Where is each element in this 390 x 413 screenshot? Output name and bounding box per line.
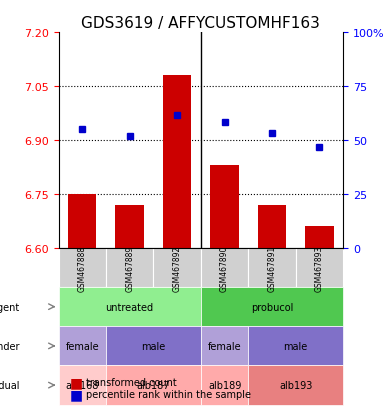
FancyBboxPatch shape	[58, 287, 201, 327]
Text: GSM467890: GSM467890	[220, 244, 229, 291]
FancyBboxPatch shape	[248, 327, 343, 366]
Text: male: male	[141, 341, 165, 351]
Text: alb193: alb193	[279, 380, 312, 390]
Text: ■: ■	[70, 387, 83, 401]
Text: GSM467891: GSM467891	[268, 245, 277, 291]
FancyBboxPatch shape	[153, 248, 201, 287]
FancyBboxPatch shape	[201, 366, 248, 405]
Text: agent: agent	[0, 302, 20, 312]
Text: transformed count: transformed count	[86, 377, 177, 387]
Text: GSM467892: GSM467892	[173, 245, 182, 291]
Text: GSM467893: GSM467893	[315, 244, 324, 291]
FancyBboxPatch shape	[201, 327, 248, 366]
Text: probucol: probucol	[251, 302, 293, 312]
Bar	[305, 227, 334, 248]
Bar	[163, 76, 191, 248]
FancyBboxPatch shape	[58, 248, 106, 287]
Bar	[68, 195, 96, 248]
Text: alb168: alb168	[66, 380, 99, 390]
Text: GSM467888: GSM467888	[78, 245, 87, 291]
Text: untreated: untreated	[106, 302, 154, 312]
Text: individual: individual	[0, 380, 20, 390]
Text: percentile rank within the sample: percentile rank within the sample	[86, 389, 251, 399]
FancyBboxPatch shape	[58, 366, 106, 405]
Text: alb187: alb187	[136, 380, 170, 390]
Text: ■: ■	[70, 375, 83, 389]
Text: female: female	[66, 341, 99, 351]
FancyBboxPatch shape	[248, 248, 296, 287]
FancyBboxPatch shape	[106, 366, 201, 405]
Text: GSM467889: GSM467889	[125, 245, 134, 291]
Title: GDS3619 / AFFYCUSTOMHF163: GDS3619 / AFFYCUSTOMHF163	[82, 16, 320, 31]
Bar	[115, 205, 144, 248]
FancyBboxPatch shape	[58, 327, 106, 366]
Text: alb189: alb189	[208, 380, 241, 390]
FancyBboxPatch shape	[201, 287, 343, 327]
FancyBboxPatch shape	[106, 327, 201, 366]
FancyBboxPatch shape	[106, 248, 153, 287]
FancyBboxPatch shape	[201, 248, 248, 287]
Text: female: female	[208, 341, 241, 351]
Bar	[258, 205, 286, 248]
FancyBboxPatch shape	[248, 366, 343, 405]
Text: male: male	[284, 341, 308, 351]
Text: gender: gender	[0, 341, 20, 351]
Bar	[210, 166, 239, 248]
FancyBboxPatch shape	[296, 248, 343, 287]
